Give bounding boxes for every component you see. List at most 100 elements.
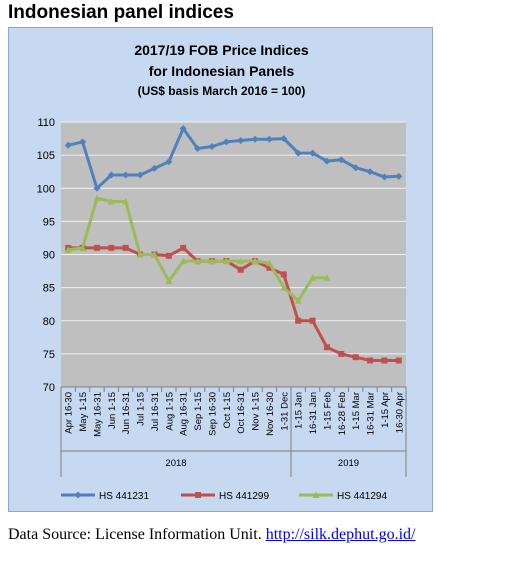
data-point bbox=[107, 198, 115, 205]
data-point bbox=[367, 357, 374, 364]
data-point bbox=[309, 149, 317, 157]
x-tick-label: 1-15 Jan bbox=[294, 392, 305, 429]
year-group-label: 2019 bbox=[338, 458, 359, 469]
data-point bbox=[208, 143, 216, 151]
y-tick-label: 75 bbox=[43, 349, 55, 361]
data-point bbox=[294, 297, 302, 304]
chart-subtitle: for Indonesian Panels bbox=[148, 63, 295, 79]
y-tick-label: 95 bbox=[43, 216, 55, 228]
page-heading: Indonesian panel indices bbox=[8, 2, 234, 23]
data-point bbox=[150, 251, 158, 258]
x-tick-label: Jul 16-31 bbox=[150, 392, 161, 431]
x-tick-label: 16-31 Mar bbox=[366, 392, 377, 435]
data-point bbox=[395, 172, 403, 180]
data-point bbox=[237, 257, 245, 265]
data-point bbox=[64, 141, 72, 149]
data-point bbox=[251, 257, 259, 265]
x-tick-label: Sep 16-30 bbox=[207, 392, 218, 436]
x-tick-label: Apr 16-30 bbox=[64, 392, 75, 434]
data-point bbox=[179, 125, 187, 133]
y-tick-label: 105 bbox=[37, 150, 55, 162]
x-tick-label: Jun 16-31 bbox=[121, 392, 132, 434]
data-point bbox=[165, 158, 173, 166]
x-tick-label: May 1-15 bbox=[78, 392, 89, 432]
x-tick-label: 1-31 Dec bbox=[279, 392, 290, 431]
data-point bbox=[93, 184, 101, 192]
data-point bbox=[266, 264, 273, 271]
data-point bbox=[64, 246, 72, 253]
data-point bbox=[180, 244, 187, 251]
data-point bbox=[122, 171, 130, 179]
x-tick-label: Aug 16-31 bbox=[179, 392, 190, 436]
data-point bbox=[179, 257, 187, 265]
data-point bbox=[381, 357, 388, 364]
data-point bbox=[251, 135, 259, 143]
data-point bbox=[280, 284, 288, 291]
data-point bbox=[93, 194, 101, 202]
x-tick-label: Nov 16-30 bbox=[265, 392, 276, 436]
data-point bbox=[222, 257, 230, 265]
data-point bbox=[337, 156, 345, 164]
y-tick-label: 90 bbox=[43, 250, 55, 262]
x-tick-label: Oct 1-15 bbox=[222, 392, 233, 428]
legend-label: HS 441231 bbox=[99, 491, 149, 502]
data-point bbox=[280, 271, 287, 278]
data-point bbox=[380, 173, 388, 181]
legend-marker bbox=[74, 491, 82, 499]
data-point bbox=[122, 244, 129, 251]
data-point bbox=[208, 257, 216, 265]
data-point bbox=[165, 252, 172, 259]
data-point bbox=[295, 317, 302, 324]
data-point bbox=[194, 257, 202, 265]
y-tick-label: 110 bbox=[37, 117, 55, 129]
x-tick-label: Nov 1-15 bbox=[251, 392, 262, 431]
data-point bbox=[265, 135, 273, 143]
data-point bbox=[352, 354, 359, 361]
chart-title: 2017/19 FOB Price Indices bbox=[134, 42, 309, 58]
data-point bbox=[108, 244, 115, 251]
data-point bbox=[93, 244, 100, 251]
data-point bbox=[136, 171, 144, 179]
data-point bbox=[352, 164, 360, 172]
x-tick-label: May 16-31 bbox=[92, 392, 103, 437]
x-tick-label: Oct 16-31 bbox=[236, 392, 247, 434]
data-point bbox=[194, 145, 202, 152]
data-point bbox=[323, 274, 331, 281]
x-tick-label: 16-28 Feb bbox=[337, 392, 348, 435]
x-tick-label: Sep 1-15 bbox=[193, 392, 204, 431]
line-chart: 70 75 80 85 90 95 100 105 110 Apr 16-30 May 1-15 Ma… bbox=[37, 117, 407, 502]
data-point bbox=[237, 266, 244, 273]
data-source-label: Data Source: License Information Unit. bbox=[8, 526, 262, 543]
data-point bbox=[222, 138, 230, 146]
y-tick-label: 100 bbox=[37, 183, 55, 195]
data-point bbox=[265, 259, 273, 267]
x-tick-label: 1-15 Feb bbox=[322, 392, 333, 430]
x-tick-label: Jul 1-15 bbox=[136, 392, 147, 426]
y-tick-label: 85 bbox=[43, 283, 55, 295]
y-tick-label: 80 bbox=[43, 316, 55, 328]
data-point bbox=[338, 350, 345, 357]
data-source-link[interactable]: http://silk.dephut.go.id/ bbox=[265, 526, 416, 543]
data-point bbox=[323, 344, 330, 351]
data-point bbox=[136, 251, 144, 258]
x-tick-label: 1-15 Apr bbox=[380, 392, 391, 428]
x-tick-label: Aug 1-15 bbox=[164, 392, 175, 431]
legend-marker bbox=[312, 491, 320, 498]
legend-label: HS 441299 bbox=[219, 491, 269, 502]
chart-frame: 2017/19 FOB Price Indices for Indonesian… bbox=[8, 27, 433, 512]
data-point bbox=[294, 149, 302, 157]
data-point bbox=[107, 171, 115, 179]
x-tick-label: 16-31 Jan bbox=[308, 392, 319, 434]
data-point bbox=[79, 138, 87, 146]
year-group-label: 2018 bbox=[165, 458, 186, 469]
legend-marker bbox=[195, 492, 201, 498]
data-point bbox=[280, 135, 288, 143]
chart-basis-note: (US$ basis March 2016 = 100) bbox=[137, 84, 306, 98]
data-point bbox=[323, 157, 331, 165]
x-tick-label: Jun 1-15 bbox=[107, 392, 118, 429]
data-source: Data Source: License Information Unit. h… bbox=[8, 526, 415, 544]
data-point bbox=[309, 274, 317, 281]
data-point bbox=[150, 164, 158, 172]
x-tick-label: 16-30 Apr bbox=[394, 392, 405, 433]
data-point bbox=[165, 277, 173, 284]
